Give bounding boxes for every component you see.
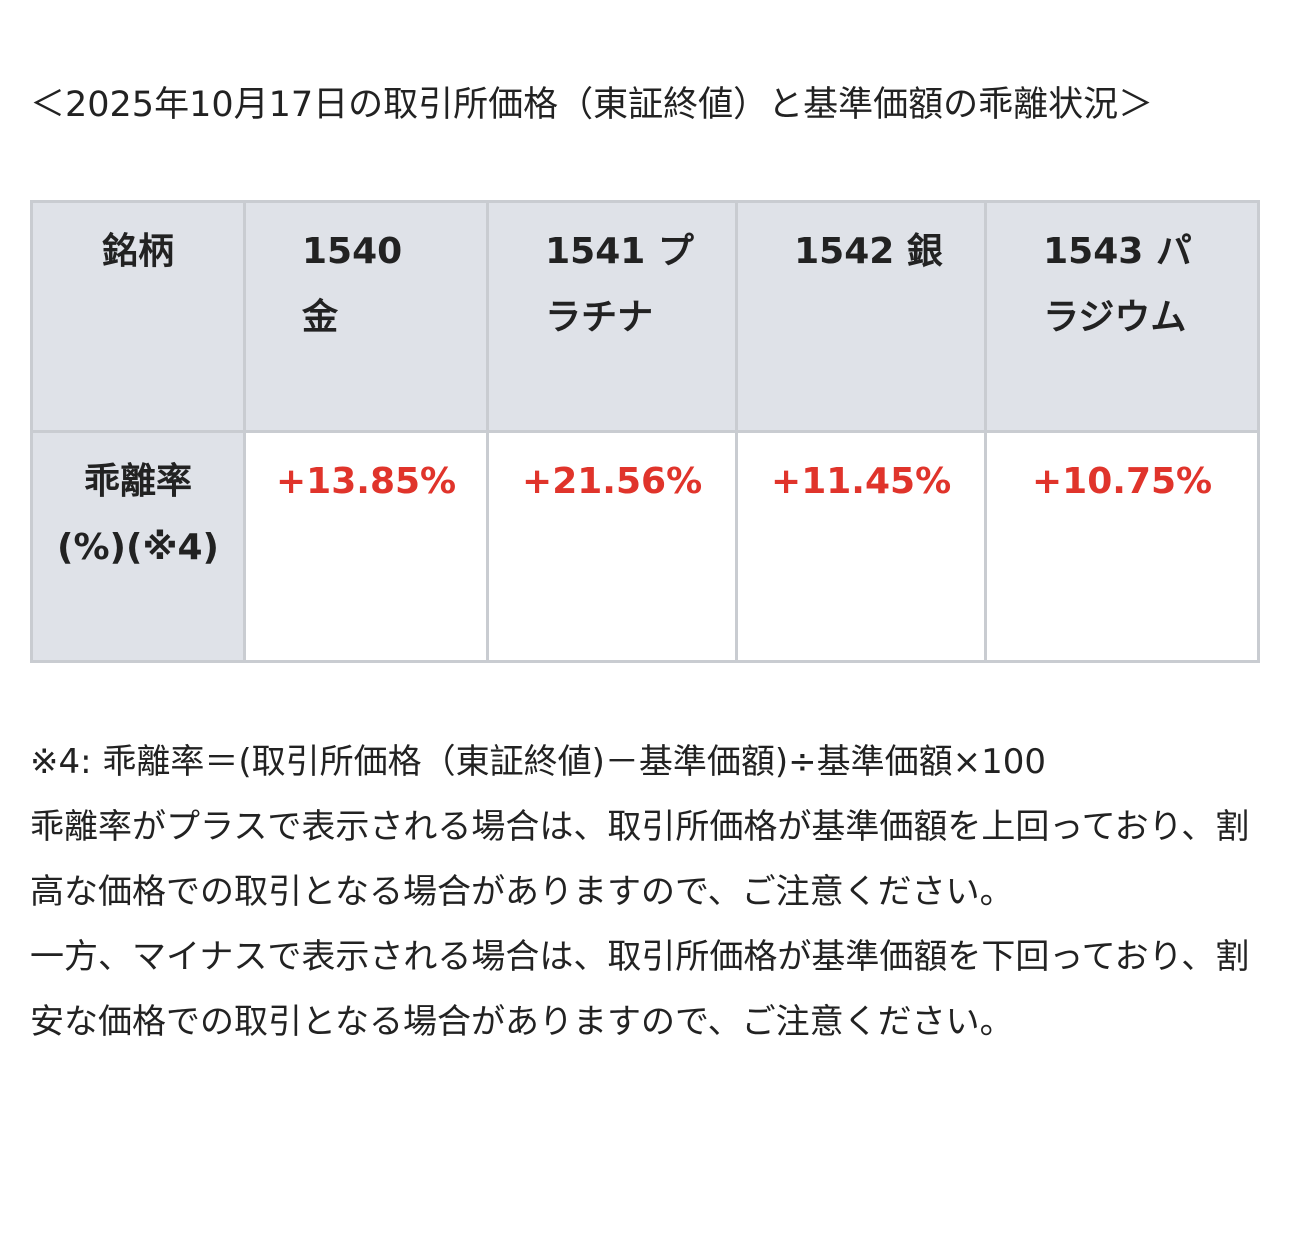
header-ticker: 銘柄 xyxy=(30,200,246,433)
header-1541: 1541 プラチナ xyxy=(486,200,739,433)
deviation-table: 銘柄 1540 金 1541 プラチナ 1542 銀 1543 パラジウム 乖離… xyxy=(30,200,1260,663)
header-1542: 1542 銀 xyxy=(735,200,988,433)
value-1541: +21.56% xyxy=(486,430,739,663)
value-1542: +11.45% xyxy=(735,430,988,663)
notes: ※4: 乖離率＝(取引所価格（東証終値)－基準価額)÷基準価額×100 乖離率が… xyxy=(30,730,1255,1055)
note-plus: 乖離率がプラスで表示される場合は、取引所価格が基準価額を上回っており、割高な価格… xyxy=(30,807,1250,912)
row-label-deviation-rate: 乖離率(%)(※4) xyxy=(30,430,246,663)
table-row: 乖離率(%)(※4) +13.85% +21.56% +11.45% +10.7… xyxy=(30,430,1260,663)
header-1543: 1543 パラジウム xyxy=(984,200,1260,433)
section-title: ＜2025年10月17日の取引所価格（東証終値）と基準価額の乖離状況＞ xyxy=(30,85,1154,125)
table-header-row: 銘柄 1540 金 1541 プラチナ 1542 銀 1543 パラジウム xyxy=(30,200,1260,433)
header-1540: 1540 金 xyxy=(242,200,490,433)
note-formula: ※4: 乖離率＝(取引所価格（東証終値)－基準価額)÷基準価額×100 xyxy=(30,742,1047,782)
note-minus: 一方、マイナスで表示される場合は、取引所価格が基準価額を下回っており、割安な価格… xyxy=(30,937,1250,1042)
value-1540: +13.85% xyxy=(242,430,490,663)
value-1543: +10.75% xyxy=(984,430,1260,663)
